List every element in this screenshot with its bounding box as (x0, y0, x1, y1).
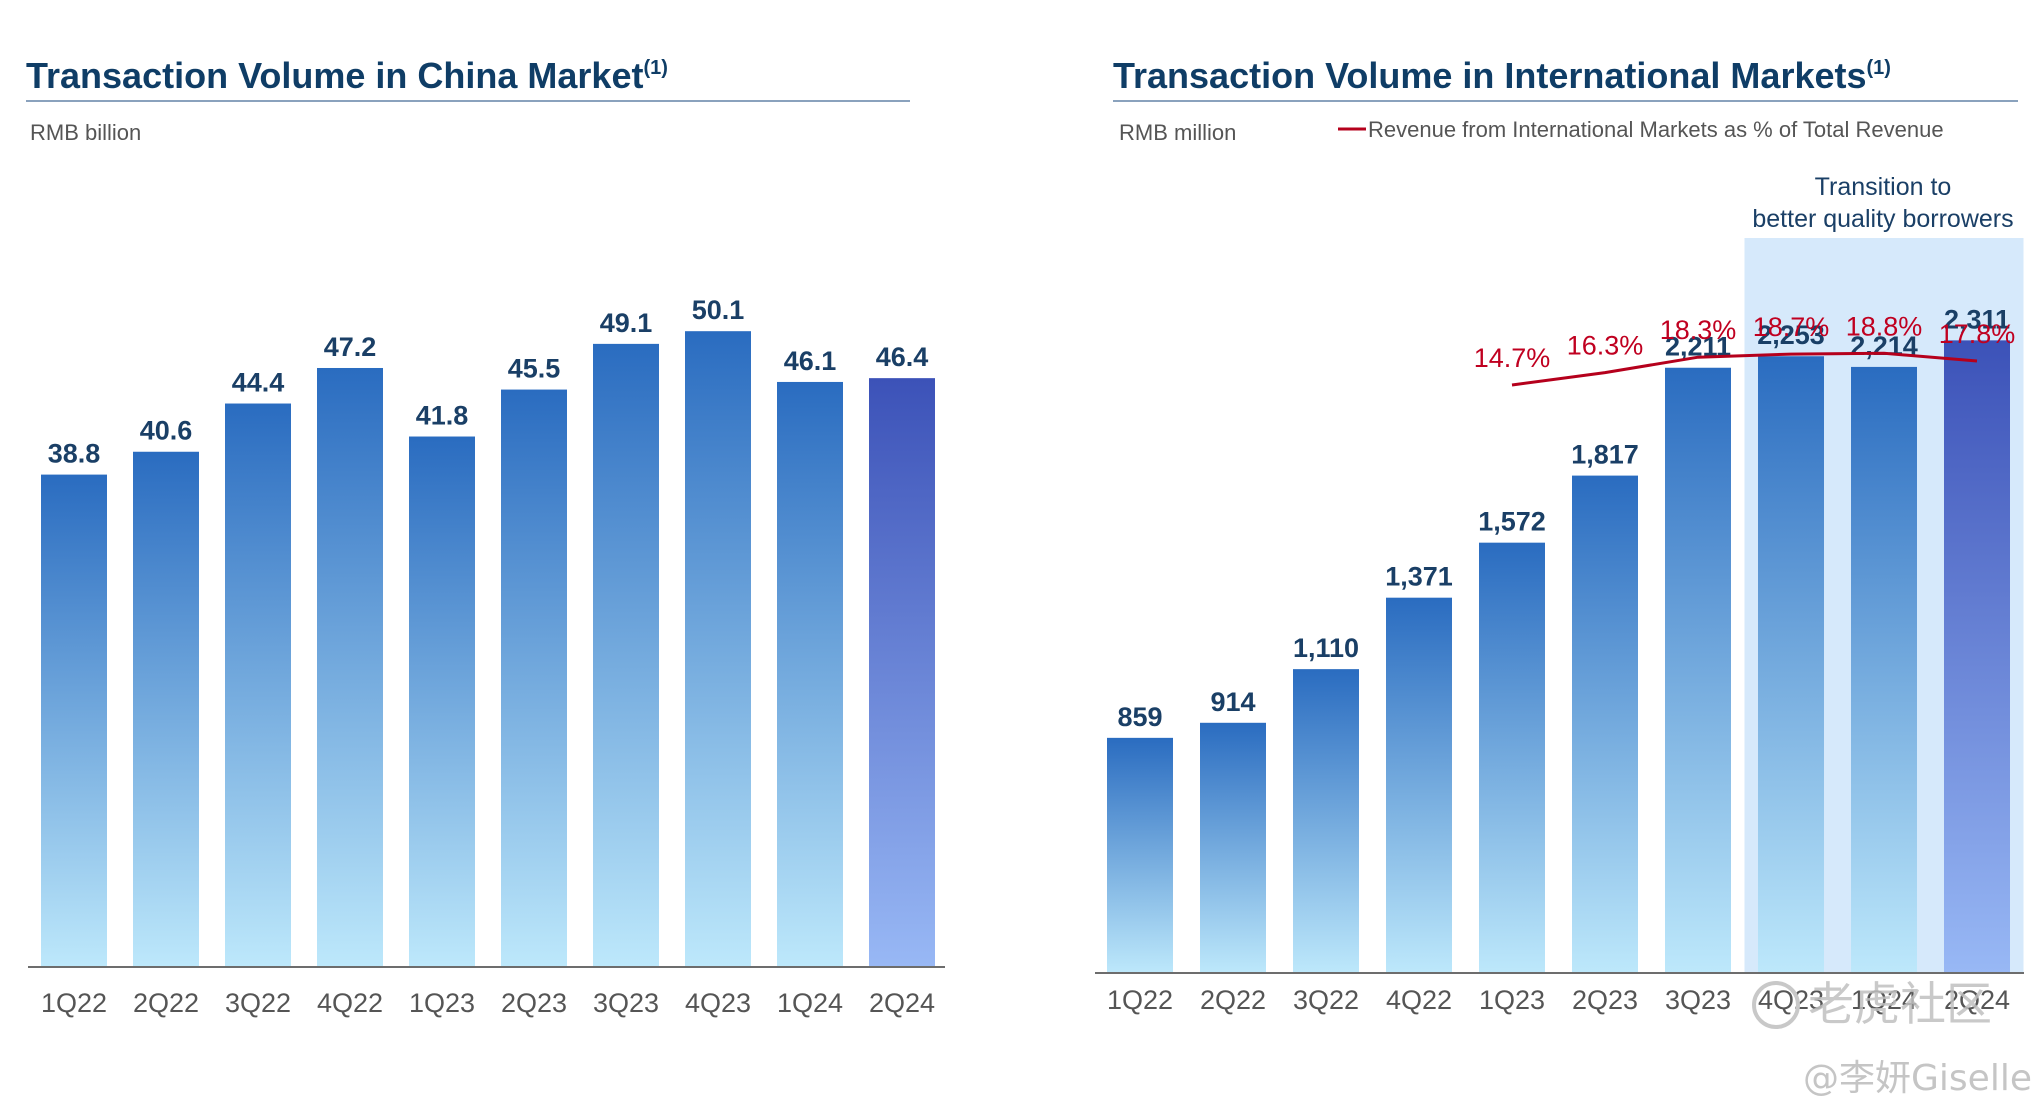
china-unit-label: RMB billion (30, 120, 141, 145)
china-bar-4q22 (317, 367, 383, 967)
china-bar-2q23 (501, 389, 567, 968)
china-value-label: 47.2 (324, 332, 377, 362)
china-value-label: 38.8 (48, 439, 101, 469)
china-bar-4q23 (685, 331, 751, 968)
china-bars: 38.8 40.6 44.4 47.2 41.8 45.5 49.1 50.1 46.1 46.4 (41, 295, 935, 968)
annotation-line-1: Transition to (1815, 173, 1952, 201)
international-markets-chart: Transaction Volume in International Mark… (1095, 55, 2024, 1015)
intl-bar-2q24 (1944, 340, 2010, 973)
watermark-author: @李妍Giselle (1803, 1058, 2032, 1099)
china-value-label: 46.4 (876, 342, 929, 372)
intl-value-label: 2,253 (1757, 320, 1825, 350)
intl-value-label: 1,817 (1571, 440, 1639, 470)
watermark-logo-icon (1752, 981, 1800, 1029)
intl-tick-label: 2Q23 (1572, 985, 1638, 1015)
china-tick-label: 1Q24 (777, 988, 843, 1018)
legend-label: Revenue from International Markets as % … (1368, 117, 1944, 142)
revenue-share-label: 16.3% (1567, 331, 1644, 361)
china-tick-labels: 1Q22 2Q22 3Q22 4Q22 1Q23 2Q23 3Q23 4Q23 1Q24 2Q24 (41, 988, 935, 1018)
watermark: 老虎社区 @李妍Giselle (1752, 977, 2032, 1099)
china-value-label: 40.6 (140, 416, 193, 446)
china-bar-2q22 (133, 451, 199, 967)
china-value-label: 41.8 (416, 401, 469, 431)
revenue-share-label: 18.3% (1660, 315, 1737, 345)
intl-bar-3q23 (1665, 367, 1731, 973)
china-tick-label: 4Q23 (685, 988, 751, 1018)
china-tick-label: 1Q23 (409, 988, 475, 1018)
intl-bar-2q23 (1572, 475, 1638, 973)
china-bar-1q23 (409, 436, 475, 967)
china-tick-label: 3Q22 (225, 988, 291, 1018)
intl-tick-label: 1Q23 (1479, 985, 1545, 1015)
intl-bar-4q22 (1386, 597, 1452, 973)
revenue-share-line (1511, 351, 1978, 387)
intl-value-label: 1,110 (1293, 633, 1359, 663)
china-tick-label: 4Q22 (317, 988, 383, 1018)
watermark-brand: 老虎社区 (1808, 977, 1992, 1031)
intl-unit-label: RMB million (1119, 120, 1236, 145)
intl-tick-label: 4Q22 (1386, 985, 1452, 1015)
intl-bar-4q23 (1758, 356, 1824, 974)
revenue-share-label: 18.7% (1753, 312, 1830, 342)
intl-bar-1q23 (1479, 542, 1545, 973)
china-tick-label: 2Q22 (133, 988, 199, 1018)
china-bar-2q24 (869, 378, 935, 967)
intl-tick-label: 1Q22 (1107, 985, 1173, 1015)
china-bar-1q22 (41, 474, 107, 967)
revenue-share-labels: 14.7% 16.3% 18.3% 18.7% 18.8% 17.8% (1474, 311, 2016, 373)
intl-value-label: 914 (1210, 687, 1255, 717)
revenue-share-label: 17.8% (1939, 319, 2016, 349)
intl-tick-label: 3Q23 (1665, 985, 1731, 1015)
china-tick-label: 1Q22 (41, 988, 107, 1018)
intl-value-label: 859 (1117, 702, 1162, 732)
intl-tick-label: 2Q24 (1944, 985, 2010, 1015)
intl-value-label: 1,371 (1385, 562, 1453, 592)
intl-bar-1q24 (1851, 366, 1917, 974)
intl-tick-label: 3Q22 (1293, 985, 1359, 1015)
intl-tick-label: 1Q24 (1851, 985, 1917, 1015)
china-bar-3q22 (225, 403, 291, 967)
china-tick-label: 2Q24 (869, 988, 935, 1018)
china-value-label: 44.4 (232, 368, 285, 398)
intl-tick-label: 2Q22 (1200, 985, 1266, 1015)
china-tick-label: 3Q23 (593, 988, 659, 1018)
annotation-line-2: better quality borrowers (1752, 205, 2013, 233)
china-value-label: 49.1 (600, 308, 653, 338)
intl-bar-1q22 (1107, 737, 1173, 973)
china-value-label: 50.1 (692, 295, 745, 325)
revenue-share-label: 14.7% (1474, 343, 1551, 373)
china-value-label: 45.5 (508, 354, 561, 384)
intl-chart-title: Transaction Volume in International Mark… (1113, 55, 1891, 96)
china-tick-label: 2Q23 (501, 988, 567, 1018)
china-value-label: 46.1 (784, 346, 837, 376)
china-bar-3q23 (593, 343, 659, 968)
china-bar-1q24 (777, 381, 843, 967)
intl-value-label: 2,311 (1944, 304, 2010, 334)
intl-value-label: 1,572 (1478, 507, 1546, 537)
china-chart-title: Transaction Volume in China Market(1) (26, 55, 668, 96)
revenue-share-label: 18.8% (1846, 311, 1923, 341)
china-market-chart: Transaction Volume in China Market(1) RM… (26, 55, 945, 1018)
intl-bar-3q22 (1293, 669, 1359, 973)
intl-bar-2q22 (1200, 722, 1266, 973)
